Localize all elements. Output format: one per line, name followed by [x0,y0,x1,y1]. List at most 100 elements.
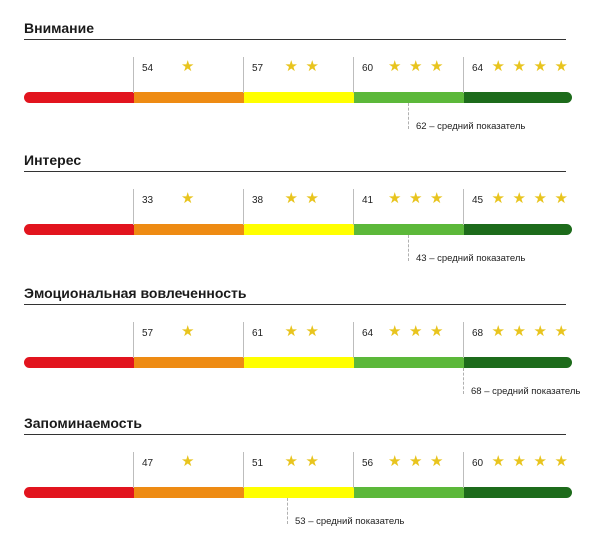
threshold-tick [133,189,134,225]
star-icon: ★ [533,190,547,207]
star-icon: ★ [305,453,319,470]
threshold-value: 64 [362,328,374,339]
average-marker [287,498,288,524]
star-icon: ★ [284,58,298,75]
scale-bar [24,357,572,368]
scale-segment [244,92,354,103]
metric-title: Внимание [24,20,94,36]
threshold-value: 60 [362,63,374,74]
star-icon: ★ [533,323,547,340]
scale-segment [134,357,244,368]
threshold-tick [353,452,354,488]
threshold-value: 38 [252,195,264,206]
metric-section: Эмоциональная вовлеченность 57 ★ 61 ★ ★ 64 ★ ★ ★ 6… [0,285,599,415]
scale-segment [244,224,354,235]
threshold-tick [463,189,464,225]
threshold-value: 33 [142,195,154,206]
scale-bar [24,487,572,498]
threshold-tick [463,452,464,488]
average-label: 43 – средний показатель [416,253,526,264]
metric-title: Эмоциональная вовлеченность [24,285,247,301]
average-label: 53 – средний показатель [295,516,405,527]
star-icon: ★ [554,323,568,340]
threshold-value: 57 [142,328,154,339]
metric-section: Запоминаемость 47 ★ 51 ★ ★ 56 ★ ★ ★ 60 ★ ★ ★ ★ 53 – сре… [0,415,599,545]
scale-segment [464,224,572,235]
scale-segment [134,487,244,498]
star-icon: ★ [305,323,319,340]
star-icon: ★ [181,58,195,75]
star-icon: ★ [512,323,526,340]
star-icon: ★ [409,453,423,470]
star-icon: ★ [491,190,505,207]
scale-segment [244,357,354,368]
star-icon: ★ [388,58,402,75]
star-icon: ★ [409,323,423,340]
threshold-tick [133,57,134,93]
star-icon: ★ [284,190,298,207]
star-icon: ★ [409,58,423,75]
scale-segment [354,92,464,103]
threshold-tick [243,57,244,93]
title-underline [24,434,566,435]
star-icon: ★ [409,190,423,207]
threshold-value: 56 [362,458,374,469]
star-icon: ★ [430,190,444,207]
star-icon: ★ [430,323,444,340]
title-underline [24,171,566,172]
star-icon: ★ [554,190,568,207]
average-marker [408,103,409,129]
threshold-value: 57 [252,63,264,74]
star-icon: ★ [181,323,195,340]
star-icon: ★ [388,453,402,470]
star-icon: ★ [512,190,526,207]
star-icon: ★ [305,58,319,75]
threshold-tick [133,452,134,488]
threshold-tick [463,322,464,358]
scale-segment [134,224,244,235]
average-marker [408,235,409,261]
scale-segment [354,487,464,498]
star-icon: ★ [554,58,568,75]
threshold-value: 51 [252,458,264,469]
threshold-value: 41 [362,195,374,206]
scale-segment [354,357,464,368]
scale-segment [24,92,134,103]
star-icon: ★ [554,453,568,470]
scale-segment [134,92,244,103]
threshold-tick [353,189,354,225]
scale-segment [464,92,572,103]
metric-section: Внимание 54 ★ 57 ★ ★ 60 ★ ★ ★ 64 ★ ★ ★ ★ 62 – средний п… [0,20,599,150]
star-icon: ★ [388,323,402,340]
star-icon: ★ [491,58,505,75]
threshold-value: 54 [142,63,154,74]
star-icon: ★ [305,190,319,207]
star-icon: ★ [491,323,505,340]
threshold-tick [353,57,354,93]
threshold-value: 47 [142,458,154,469]
star-icon: ★ [430,453,444,470]
scale-segment [244,487,354,498]
scale-segment [464,357,572,368]
threshold-value: 60 [472,458,484,469]
threshold-value: 64 [472,63,484,74]
star-icon: ★ [181,453,195,470]
scale-segment [24,357,134,368]
star-icon: ★ [181,190,195,207]
average-label: 68 – средний показатель [471,386,581,397]
scale-segment [24,224,134,235]
scale-bar [24,224,572,235]
star-icon: ★ [533,58,547,75]
threshold-tick [353,322,354,358]
star-icon: ★ [512,453,526,470]
scale-bar [24,92,572,103]
star-icon: ★ [512,58,526,75]
threshold-tick [243,452,244,488]
threshold-value: 68 [472,328,484,339]
scale-segment [24,487,134,498]
star-icon: ★ [284,453,298,470]
average-marker [463,368,464,394]
threshold-tick [243,189,244,225]
threshold-tick [243,322,244,358]
title-underline [24,39,566,40]
